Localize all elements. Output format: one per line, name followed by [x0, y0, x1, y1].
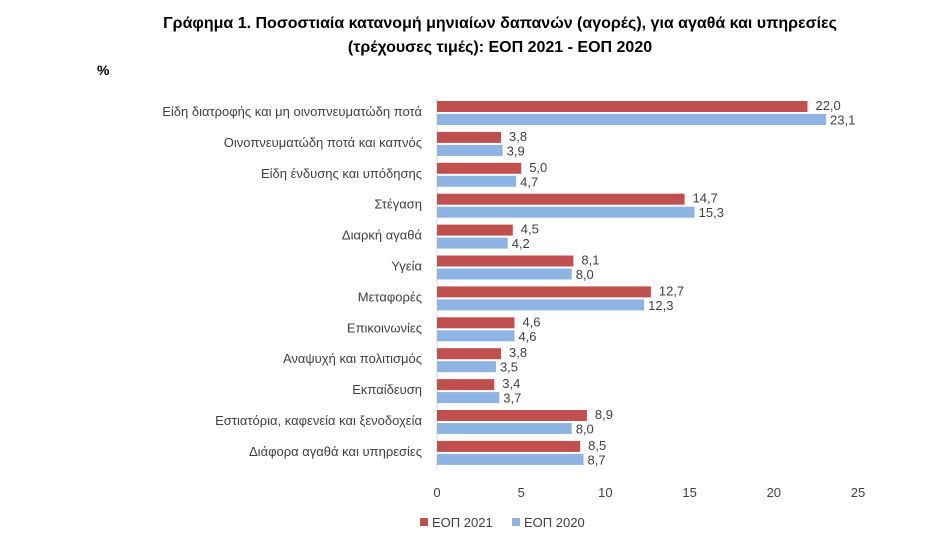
- category-label: Είδη διατροφής και μη οινοπνευματώδη ποτ…: [162, 104, 422, 119]
- legend-label: ΕΟΠ 2021: [432, 515, 493, 530]
- bar-2021: [437, 286, 651, 298]
- data-label: 4,6: [518, 329, 536, 344]
- data-label: 3,8: [509, 345, 527, 360]
- category-label: Στέγαση: [374, 197, 422, 212]
- data-label: 5,0: [529, 160, 547, 175]
- chart-title: Γράφημα 1. Ποσοστιαία κατανομή μηνιαίων …: [110, 12, 890, 60]
- category-label: Μεταφορές: [358, 289, 422, 304]
- bar-2020: [437, 114, 827, 125]
- data-label: 4,7: [520, 174, 538, 189]
- x-tick-label: 15: [682, 485, 696, 500]
- category-label: Υγεία: [391, 259, 422, 274]
- bar-2021: [437, 193, 685, 205]
- category-label: Επικοινωνίες: [347, 320, 422, 335]
- bar-2021: [437, 348, 501, 360]
- data-label: 3,8: [509, 129, 527, 144]
- data-label: 4,6: [522, 314, 540, 329]
- data-label: 4,2: [512, 236, 530, 251]
- bar-2021: [437, 379, 495, 391]
- data-label: 8,9: [595, 407, 613, 422]
- bar-2020: [437, 237, 508, 249]
- data-label: 8,0: [576, 267, 594, 282]
- bar-2021: [437, 131, 501, 143]
- bar-2020: [437, 299, 645, 311]
- bar-2020: [437, 206, 695, 218]
- data-label: 15,3: [699, 205, 724, 220]
- unit-label: %: [97, 62, 110, 78]
- legend-label: ΕΟΠ 2020: [524, 515, 585, 530]
- category-label: Οινοπνευματώδη ποτά και καπνός: [224, 135, 422, 150]
- category-label: Είδη ένδυσης και υπόδησης: [261, 166, 422, 181]
- bar-2021: [437, 317, 515, 329]
- title-line-2: (τρέχουσες τιμές): ΕΟΠ 2021 - ΕΟΠ 2020: [347, 39, 653, 56]
- data-label: 23,1: [830, 113, 855, 128]
- data-label: 8,7: [588, 452, 606, 467]
- bar-2021: [437, 255, 574, 267]
- bar-2021: [437, 224, 513, 236]
- bar-2020: [437, 453, 584, 465]
- bar-2020: [437, 423, 572, 434]
- bar-2021: [437, 162, 522, 174]
- data-label: 14,7: [693, 191, 718, 206]
- x-tick-label: 25: [851, 485, 865, 500]
- bar-2020: [437, 268, 572, 280]
- legend-swatch: [512, 518, 520, 526]
- x-tick-label: 5: [518, 485, 525, 500]
- data-label: 3,7: [503, 391, 521, 406]
- category-label: Εκπαίδευση: [352, 382, 422, 397]
- data-label: 3,4: [502, 376, 520, 391]
- data-label: 3,5: [500, 360, 518, 375]
- legend-swatch: [420, 518, 428, 526]
- bar-2020: [437, 392, 500, 404]
- bar-2020: [437, 144, 503, 156]
- data-label: 8,1: [581, 253, 599, 268]
- x-tick-label: 20: [767, 485, 781, 500]
- category-label: Αναψυχή και πολιτισμός: [283, 351, 422, 366]
- category-label: Διάφορα αγαθά και υπηρεσίες: [249, 444, 422, 459]
- bar-2020: [437, 175, 517, 187]
- category-label: Διαρκή αγαθά: [342, 228, 423, 243]
- category-label: Εστιατόρια, καφενεία και ξενοδοχεία: [215, 413, 422, 428]
- data-label: 8,0: [576, 422, 594, 437]
- x-tick-label: 10: [598, 485, 612, 500]
- data-label: 22,0: [815, 98, 840, 113]
- bar-2020: [437, 361, 496, 373]
- data-label: 12,7: [659, 283, 684, 298]
- bar-2021: [437, 440, 581, 452]
- x-tick-label: 0: [433, 485, 440, 500]
- data-label: 3,9: [507, 143, 525, 158]
- bar-2020: [437, 330, 515, 342]
- title-line-1: Γράφημα 1. Ποσοστιαία κατανομή μηνιαίων …: [163, 15, 837, 32]
- data-label: 8,5: [588, 438, 606, 453]
- data-label: 12,3: [648, 298, 673, 313]
- bar-2021: [437, 410, 587, 421]
- bar-2021: [437, 101, 808, 112]
- data-label: 4,5: [521, 222, 539, 237]
